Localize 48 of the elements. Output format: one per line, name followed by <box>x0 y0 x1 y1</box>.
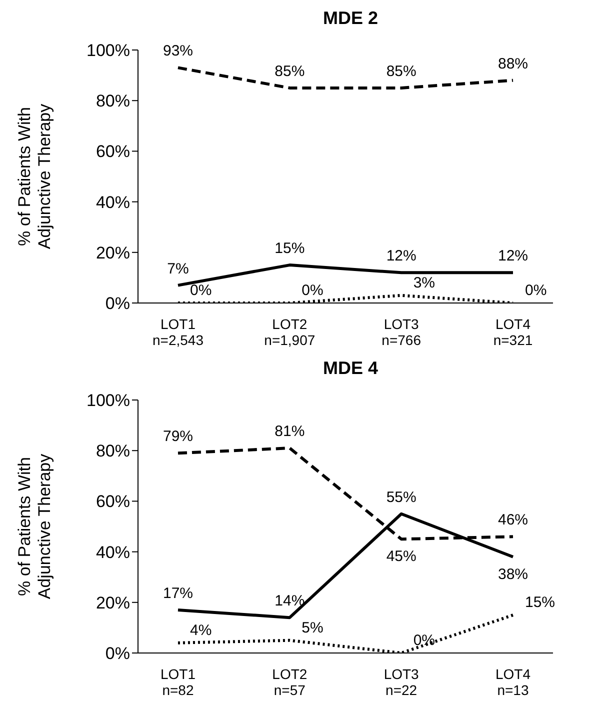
y-tick-label: 0% <box>105 644 130 664</box>
data-label: 0% <box>302 282 324 299</box>
data-label: 12% <box>386 248 416 265</box>
data-label: 7% <box>167 260 189 278</box>
y-tick-label: 40% <box>96 542 130 562</box>
x-tick-label: LOT2 n=57 <box>272 666 308 698</box>
y-tick-label: 40% <box>96 192 130 212</box>
x-tick-label: LOT3 n=22 <box>384 666 420 698</box>
y-tick-label: 0% <box>105 294 130 314</box>
y-tick-label: 100% <box>86 41 130 60</box>
chart-title: MDE 4 <box>322 358 379 380</box>
data-label: 17% <box>162 584 194 602</box>
data-label: 15% <box>525 594 556 612</box>
y-tick-label: 100% <box>86 391 130 410</box>
data-label: 79% <box>162 428 194 446</box>
data-label: 85% <box>386 62 416 80</box>
x-tick-label: LOT3 n=766 <box>382 316 422 348</box>
data-label: 12% <box>498 248 528 265</box>
chart-title: MDE 2 <box>322 8 379 30</box>
data-label: 85% <box>274 62 305 80</box>
x-tick-label: LOT1 n=2,543 <box>152 316 204 348</box>
y-tick-label: 20% <box>96 243 130 262</box>
data-label: 4% <box>190 622 212 639</box>
data-label: 38% <box>498 566 528 583</box>
y-axis-title: % of Patients With Adjunctive Therapy <box>15 103 54 250</box>
x-tick-label: LOT1 n=82 <box>160 666 196 698</box>
x-tick-label: LOT4 n=13 <box>495 666 531 698</box>
data-label: 46% <box>498 512 528 529</box>
y-tick-label: 60% <box>96 142 130 162</box>
y-tick-label: 80% <box>96 92 130 111</box>
data-label: 3% <box>413 274 436 292</box>
data-label: 5% <box>302 619 324 636</box>
data-label: 45% <box>386 548 416 566</box>
data-label: 0% <box>413 632 436 649</box>
data-label: 15% <box>274 240 305 258</box>
data-label: 55% <box>386 488 416 506</box>
y-tick-label: 20% <box>96 593 130 612</box>
data-label: 93% <box>162 42 194 60</box>
data-label: 0% <box>190 282 212 299</box>
data-label: 88% <box>498 55 528 72</box>
y-tick-label: 80% <box>96 442 130 461</box>
y-axis-title: % of Patients With Adjunctive Therapy <box>15 453 54 600</box>
x-tick-label: LOT2 n=1,907 <box>264 316 316 348</box>
x-tick-label: LOT4 n=321 <box>493 316 533 348</box>
y-tick-label: 60% <box>96 492 130 512</box>
data-label: 81% <box>274 423 305 440</box>
data-label: 14% <box>274 592 305 610</box>
data-label: 0% <box>525 282 547 299</box>
